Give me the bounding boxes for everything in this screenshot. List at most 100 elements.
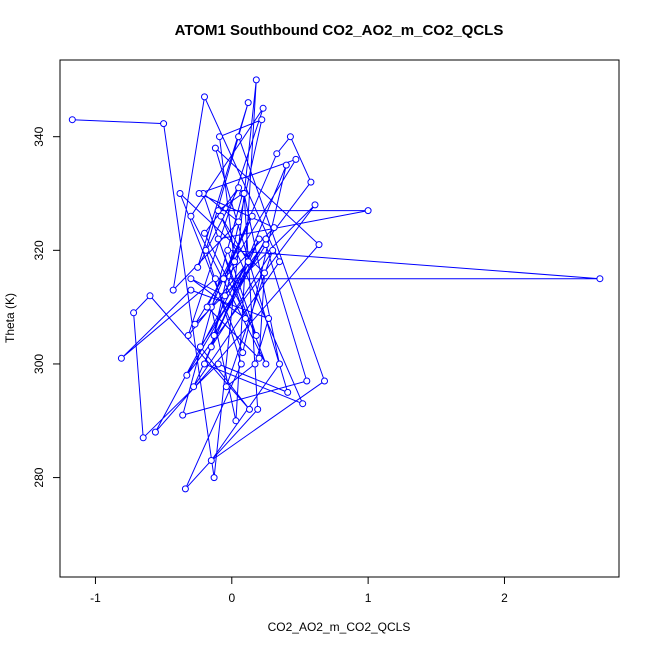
data-point [211, 144, 219, 152]
data-point [273, 150, 281, 158]
data-point [259, 104, 267, 112]
data-point [262, 360, 270, 368]
data-point [321, 377, 328, 385]
data-point [258, 116, 266, 124]
data-point [252, 76, 260, 84]
data-point [187, 212, 195, 220]
data-point [246, 405, 253, 413]
data-point [220, 275, 228, 283]
data-point [292, 155, 300, 163]
y-tick-label: 340 [32, 126, 46, 146]
x-tick-label: 0 [228, 591, 235, 605]
data-point [207, 343, 215, 351]
y-tick-label: 280 [32, 467, 46, 487]
chart-title: ATOM1 Southbound CO2_AO2_m_CO2_QCLS [175, 22, 504, 39]
data-point [224, 246, 232, 254]
data-point [202, 246, 210, 254]
data-point [201, 93, 208, 101]
data-point [191, 320, 199, 328]
data-point [254, 405, 262, 413]
data-point [239, 349, 247, 357]
x-axis-title: CO2_AO2_m_CO2_QCLS [268, 620, 411, 634]
data-point [237, 360, 245, 368]
data-point [68, 116, 76, 124]
data-point [187, 275, 195, 283]
data-point [184, 332, 192, 339]
data-point [232, 417, 240, 425]
data-point [596, 275, 604, 283]
data-point [207, 457, 215, 464]
data-point [251, 360, 259, 368]
y-tick-label: 320 [32, 240, 46, 260]
data-point [194, 263, 202, 271]
data-point [221, 292, 229, 300]
data-point [235, 218, 243, 226]
data-point [240, 190, 248, 197]
data-point [315, 241, 323, 249]
data-point [303, 377, 311, 385]
data-point [201, 229, 208, 237]
data-point [252, 332, 260, 339]
data-point [183, 371, 191, 379]
data-point [364, 207, 372, 215]
y-axis-title: Theta (K) [3, 293, 17, 343]
data-point [286, 133, 294, 141]
data-point [269, 246, 277, 254]
data-point [282, 161, 290, 169]
data-point [276, 258, 283, 266]
data-point [248, 212, 256, 220]
data-point [160, 120, 168, 128]
y-axis: 280 300 320 340 [32, 126, 60, 488]
series-layer [68, 76, 604, 493]
data-point [117, 354, 125, 362]
plot-area-frame [59, 59, 620, 578]
data-point [299, 400, 307, 408]
data-point [262, 235, 270, 243]
data-point [255, 354, 263, 362]
data-point [284, 388, 292, 396]
data-point [265, 315, 273, 322]
y-tick-label: 300 [32, 354, 46, 374]
data-point [169, 286, 177, 294]
data-point [311, 201, 319, 209]
data-point [222, 383, 230, 391]
data-point [214, 235, 222, 243]
data-point [244, 99, 252, 107]
data-point [130, 309, 138, 317]
data-point [270, 224, 278, 232]
data-point [231, 258, 238, 266]
data-point [196, 343, 204, 351]
data-point [276, 360, 283, 368]
x-tick-label: -1 [90, 591, 101, 605]
data-point [179, 411, 187, 419]
data-point [211, 275, 219, 283]
data-point [210, 474, 218, 482]
data-point [244, 258, 252, 266]
data-point [151, 428, 159, 436]
data-point [241, 315, 249, 322]
data-point [181, 485, 189, 493]
x-axis: -1 0 1 2 [90, 577, 508, 605]
data-point [139, 434, 147, 442]
x-tick-label: 2 [501, 591, 508, 605]
data-point [214, 360, 222, 368]
data-point [187, 286, 195, 294]
data-point [217, 212, 225, 220]
data-point [203, 303, 211, 311]
series-line [72, 79, 600, 490]
data-point [195, 190, 203, 197]
data-point [261, 269, 268, 277]
data-point [201, 360, 208, 368]
data-point [146, 292, 154, 300]
data-point [255, 235, 263, 243]
data-point [235, 133, 243, 141]
x-tick-label: 1 [365, 591, 372, 605]
data-point [307, 178, 315, 186]
data-point [216, 133, 223, 141]
data-point [214, 207, 222, 215]
data-point [235, 184, 243, 192]
data-point [176, 190, 184, 197]
data-point [190, 383, 198, 391]
data-point [210, 332, 218, 339]
